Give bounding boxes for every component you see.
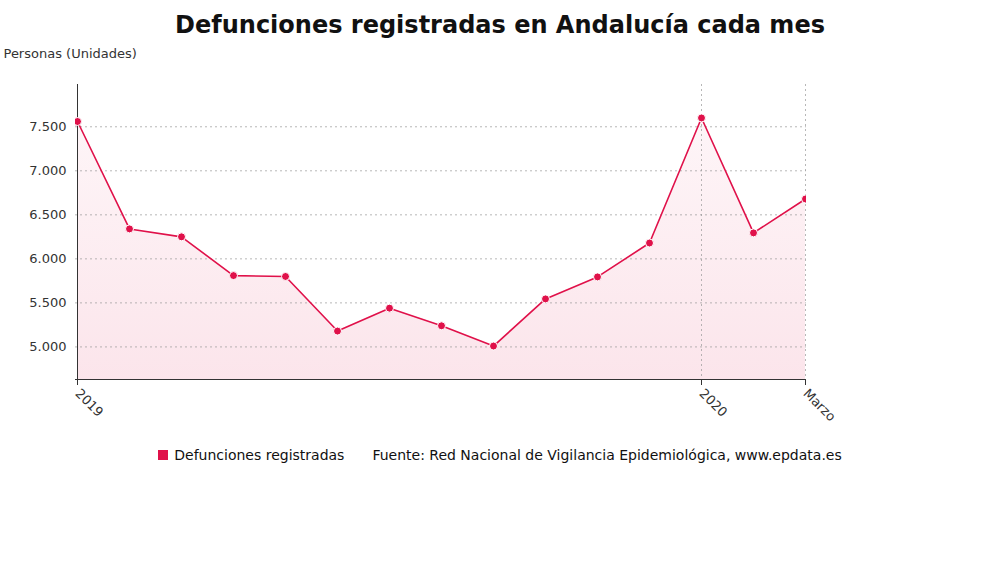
svg-text:7.500: 7.500 [29,119,66,134]
html-text:Defunciones registradas en And: Defunciones registradas en Andalucía cad… [175,11,825,39]
svg-text:5.500: 5.500 [29,295,66,310]
svg-text:7.000: 7.000 [29,163,66,178]
svg-text:Personas (Unidades): Personas (Unidades) [4,46,137,61]
html-text:Defunciones registradas: Defunciones registradas [174,447,345,463]
svg-text:6.500: 6.500 [29,207,66,222]
svg-text:5.000: 5.000 [29,339,66,354]
svg-text:6.000: 6.000 [29,251,66,266]
svg-text:Marzo: Marzo [800,386,838,424]
html-text:Fuente: Red Nacional de Vigila: Fuente: Red Nacional de Vigilancia Epide… [372,447,842,463]
svg-text:2019: 2019 [72,386,106,420]
svg-text:2020: 2020 [696,386,730,420]
